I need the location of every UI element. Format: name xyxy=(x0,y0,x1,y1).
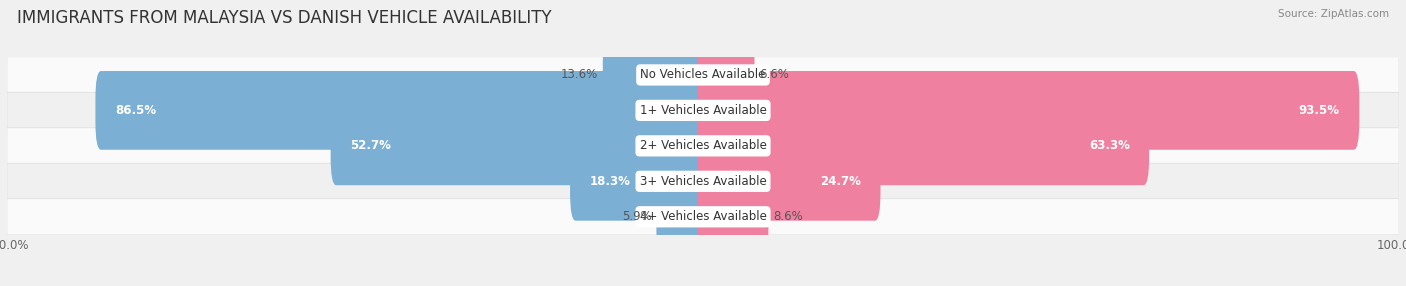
Text: 3+ Vehicles Available: 3+ Vehicles Available xyxy=(640,175,766,188)
Text: 13.6%: 13.6% xyxy=(561,68,598,82)
FancyBboxPatch shape xyxy=(697,177,769,256)
FancyBboxPatch shape xyxy=(7,92,1399,128)
Text: IMMIGRANTS FROM MALAYSIA VS DANISH VEHICLE AVAILABILITY: IMMIGRANTS FROM MALAYSIA VS DANISH VEHIC… xyxy=(17,9,551,27)
FancyBboxPatch shape xyxy=(7,128,1399,164)
FancyBboxPatch shape xyxy=(7,199,1399,235)
Text: 86.5%: 86.5% xyxy=(115,104,156,117)
Text: 93.5%: 93.5% xyxy=(1299,104,1340,117)
Text: 63.3%: 63.3% xyxy=(1088,139,1129,152)
FancyBboxPatch shape xyxy=(330,106,709,185)
FancyBboxPatch shape xyxy=(96,71,709,150)
FancyBboxPatch shape xyxy=(697,71,1360,150)
FancyBboxPatch shape xyxy=(569,142,709,221)
Text: No Vehicles Available: No Vehicles Available xyxy=(640,68,766,82)
FancyBboxPatch shape xyxy=(697,142,880,221)
Text: 18.3%: 18.3% xyxy=(589,175,630,188)
FancyBboxPatch shape xyxy=(603,35,709,114)
FancyBboxPatch shape xyxy=(7,163,1399,199)
Text: 6.6%: 6.6% xyxy=(759,68,789,82)
Text: 52.7%: 52.7% xyxy=(350,139,391,152)
Text: 24.7%: 24.7% xyxy=(820,175,860,188)
Text: 5.9%: 5.9% xyxy=(621,210,651,223)
FancyBboxPatch shape xyxy=(697,106,1149,185)
FancyBboxPatch shape xyxy=(697,35,755,114)
Text: 4+ Vehicles Available: 4+ Vehicles Available xyxy=(640,210,766,223)
Text: 1+ Vehicles Available: 1+ Vehicles Available xyxy=(640,104,766,117)
Text: Source: ZipAtlas.com: Source: ZipAtlas.com xyxy=(1278,9,1389,19)
FancyBboxPatch shape xyxy=(657,177,709,256)
Text: 8.6%: 8.6% xyxy=(773,210,803,223)
Text: 2+ Vehicles Available: 2+ Vehicles Available xyxy=(640,139,766,152)
FancyBboxPatch shape xyxy=(7,57,1399,93)
